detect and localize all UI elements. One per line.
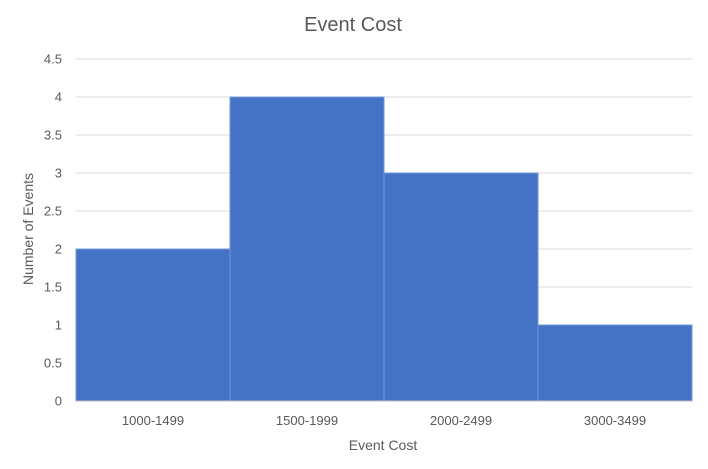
bar-1500-1999	[229, 96, 385, 402]
y-tick-label: 1	[55, 318, 62, 333]
x-tick-label: 1000-1499	[122, 413, 184, 428]
bar-2000-2499	[383, 172, 539, 402]
x-axis-ticks: 1000-1499 1500-1999 2000-2499 3000-3499	[122, 413, 646, 428]
x-axis-label: Event Cost	[349, 437, 418, 453]
x-tick-label: 3000-3499	[584, 413, 646, 428]
y-axis-label: Number of Events	[20, 173, 36, 285]
chart-title: Event Cost	[304, 14, 402, 36]
y-tick-label: 3	[55, 166, 62, 181]
x-tick-label: 2000-2499	[430, 413, 492, 428]
y-axis-ticks: 0 0.5 1 1.5 2 2.5 3 3.5 4 4.5	[44, 52, 62, 409]
x-tick-label: 1500-1999	[276, 413, 338, 428]
bars	[75, 96, 693, 402]
y-tick-label: 1.5	[44, 280, 62, 295]
y-tick-label: 2.5	[44, 204, 62, 219]
y-tick-label: 4	[55, 90, 62, 105]
y-tick-label: 0.5	[44, 356, 62, 371]
y-tick-label: 0	[55, 394, 62, 409]
bar-3000-3499	[537, 324, 693, 402]
bar-1000-1499	[75, 248, 231, 402]
y-tick-label: 3.5	[44, 128, 62, 143]
y-tick-label: 4.5	[44, 52, 62, 67]
y-tick-label: 2	[55, 242, 62, 257]
